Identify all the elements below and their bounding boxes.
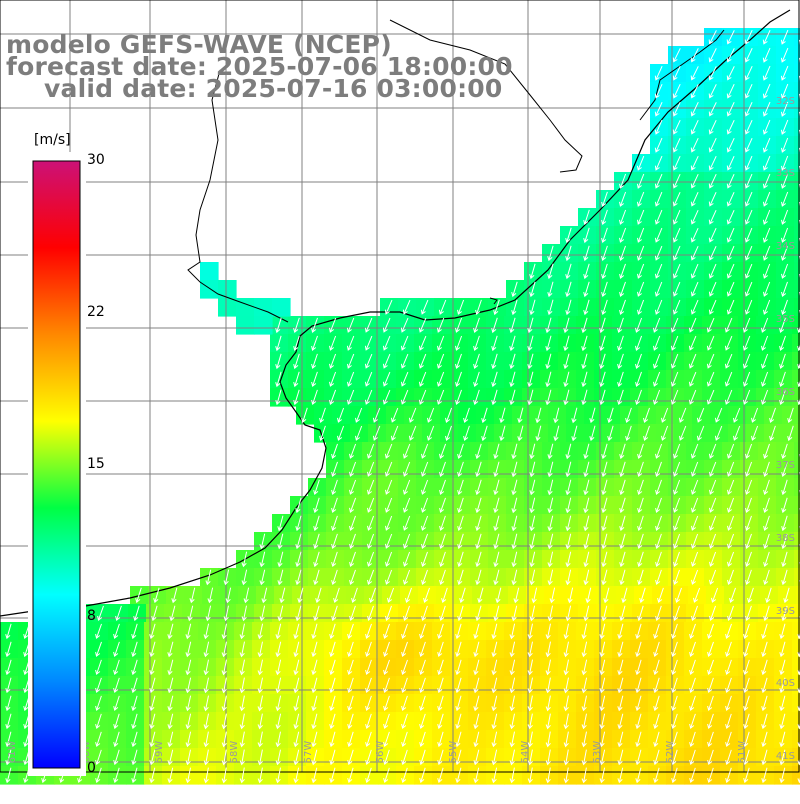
lon-label: 51W [737,741,748,764]
wind-cell [218,280,237,299]
lat-label: 33S [776,168,795,179]
wind-cell [200,280,219,299]
wind-cell [218,298,237,317]
wind-cell [200,262,219,281]
colorbar [33,161,80,768]
lat-label: 41S [776,751,795,762]
colorbar-tick-22: 22 [87,305,105,319]
lat-label: 32S [776,96,795,107]
lon-label: 61W [7,741,18,764]
wind-cell [254,298,273,317]
wind-cell [236,316,255,335]
lon-label: 59W [154,741,165,764]
wind-cell [236,298,255,317]
wind-cell [254,316,273,335]
lon-label: 55W [448,741,459,764]
valid-date: valid date: 2025-07-16 03:00:00 [44,76,502,101]
colorbar-tick-8: 8 [87,609,96,623]
lon-label: 56W [375,741,386,764]
lat-label: 35S [776,314,795,325]
lat-label: 36S [776,387,795,398]
lat-label: 39S [776,606,795,617]
lat-label: 34S [776,241,795,252]
lon-label: 58W [229,741,240,764]
lat-label: 37S [776,460,795,471]
ocean-field [0,28,800,785]
lon-label: 53W [592,741,603,764]
colorbar-tick-15: 15 [87,457,105,471]
colorbar-tick-0: 0 [87,761,96,775]
lat-label: 40S [776,678,795,689]
lon-label: 57W [303,741,314,764]
colorbar-unit: [m/s] [34,132,71,148]
colorbar-tick-30: 30 [87,153,105,167]
lon-label: 54W [520,741,531,764]
wind-cell [272,298,291,317]
lon-label: 52W [665,741,676,764]
lat-label: 38S [776,533,795,544]
